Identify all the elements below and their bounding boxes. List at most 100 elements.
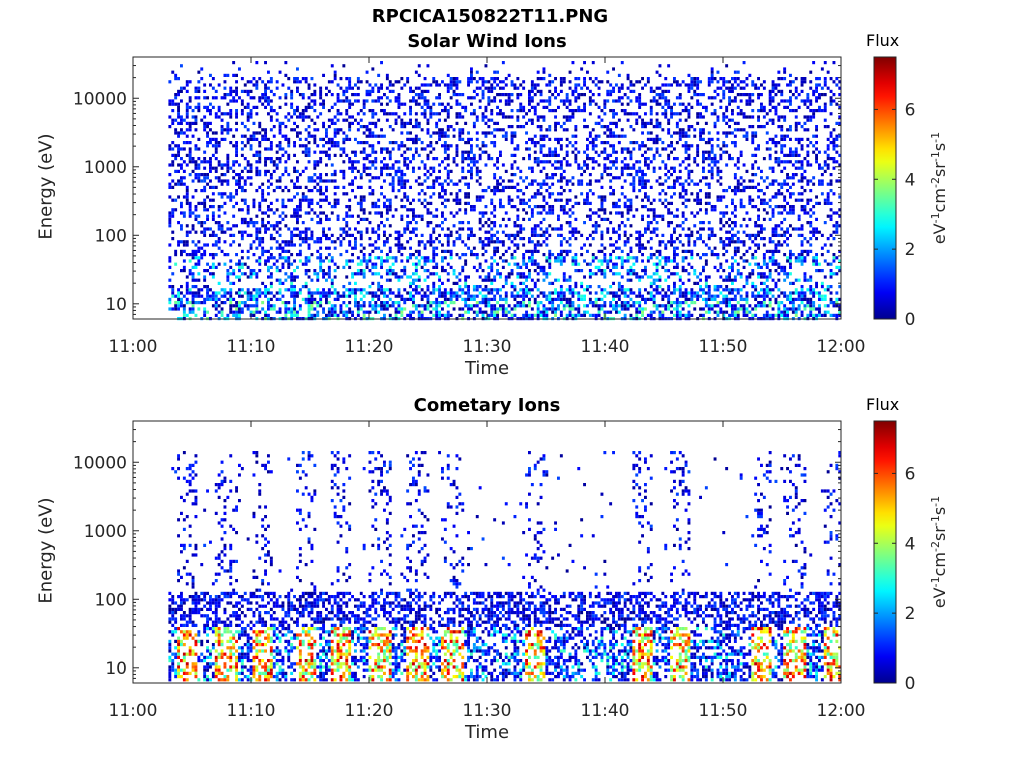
heatmap-cell bbox=[490, 233, 494, 237]
heatmap-cell bbox=[417, 214, 421, 218]
heatmap-cell bbox=[359, 249, 363, 253]
heatmap-cell bbox=[185, 189, 189, 193]
heatmap-cell bbox=[638, 233, 642, 237]
heatmap-cell bbox=[475, 256, 479, 260]
heatmap-cell bbox=[586, 147, 589, 151]
heatmap-cell bbox=[542, 208, 546, 212]
heatmap-cell bbox=[504, 185, 508, 189]
heatmap-cell bbox=[530, 86, 534, 90]
heatmap-cell bbox=[484, 294, 488, 298]
heatmap-cell bbox=[641, 169, 644, 173]
heatmap-cell bbox=[435, 272, 439, 276]
heatmap-cell bbox=[272, 189, 276, 193]
heatmap-cell bbox=[362, 246, 366, 250]
heatmap-cell bbox=[487, 86, 491, 90]
heatmap-cell bbox=[429, 150, 433, 154]
heatmap-cell bbox=[664, 166, 668, 170]
heatmap-cell bbox=[403, 192, 407, 196]
heatmap-cell bbox=[278, 121, 282, 125]
heatmap-cell bbox=[269, 144, 273, 148]
heatmap-cell bbox=[278, 233, 282, 237]
heatmap-cell bbox=[623, 304, 627, 308]
heatmap-cell bbox=[258, 262, 262, 266]
heatmap-cell bbox=[336, 83, 340, 87]
heatmap-cell bbox=[493, 294, 497, 298]
heatmap-cell bbox=[339, 128, 343, 132]
heatmap-cell bbox=[368, 310, 372, 314]
heatmap-cell bbox=[171, 163, 175, 167]
heatmap-cell bbox=[484, 278, 488, 282]
heatmap-cell bbox=[310, 179, 314, 183]
heatmap-cell bbox=[475, 179, 479, 183]
heatmap-cell bbox=[188, 211, 192, 215]
heatmap-cell bbox=[307, 310, 311, 314]
heatmap-cell bbox=[229, 166, 233, 170]
heatmap-cell bbox=[470, 96, 473, 100]
heatmap-cell bbox=[206, 285, 209, 289]
heatmap-cell bbox=[516, 115, 520, 119]
heatmap-cell bbox=[307, 86, 311, 90]
heatmap-cell bbox=[438, 83, 441, 87]
heatmap-cell bbox=[441, 80, 444, 84]
heatmap-cell bbox=[559, 137, 563, 141]
heatmap-cell bbox=[255, 169, 259, 173]
heatmap-cell bbox=[359, 205, 363, 209]
heatmap-cell bbox=[383, 259, 386, 263]
heatmap-cell bbox=[174, 307, 178, 311]
heatmap-cell bbox=[342, 313, 346, 317]
heatmap-cell bbox=[313, 179, 317, 183]
heatmap-cell bbox=[429, 240, 433, 244]
heatmap-cell bbox=[406, 198, 410, 202]
heatmap-cell bbox=[188, 201, 192, 205]
heatmap-cell bbox=[365, 291, 369, 295]
heatmap-cell bbox=[171, 214, 175, 218]
heatmap-cell bbox=[211, 291, 215, 295]
heatmap-cell bbox=[383, 179, 386, 183]
heatmap-cell bbox=[530, 169, 534, 173]
heatmap-cell bbox=[209, 73, 212, 77]
heatmap-cell bbox=[316, 256, 320, 260]
heatmap-cell bbox=[487, 131, 491, 135]
heatmap-cell bbox=[377, 224, 381, 228]
heatmap-cell bbox=[229, 259, 233, 263]
heatmap-cell bbox=[322, 73, 325, 77]
heatmap-cell bbox=[620, 134, 624, 138]
heatmap-cell bbox=[545, 259, 549, 263]
heatmap-cell bbox=[443, 297, 447, 301]
heatmap-cell bbox=[330, 205, 334, 209]
heatmap-cell bbox=[174, 128, 178, 132]
heatmap-cell bbox=[490, 237, 494, 241]
heatmap-cell bbox=[191, 275, 195, 279]
heatmap-cell bbox=[394, 121, 398, 125]
heatmap-cell bbox=[293, 233, 296, 237]
heatmap-cell bbox=[235, 253, 238, 257]
heatmap-cell bbox=[258, 291, 262, 295]
heatmap-cell bbox=[264, 259, 267, 263]
heatmap-cell bbox=[443, 147, 447, 151]
heatmap-cell bbox=[414, 86, 418, 90]
heatmap-cell bbox=[571, 304, 575, 308]
heatmap-cell bbox=[661, 256, 665, 260]
heatmap-cell bbox=[264, 147, 267, 151]
heatmap-cell bbox=[449, 294, 453, 298]
heatmap-cell bbox=[528, 269, 531, 273]
heatmap-cell bbox=[641, 275, 644, 279]
heatmap-cell bbox=[487, 272, 491, 276]
heatmap-cell bbox=[545, 182, 549, 186]
heatmap-cell bbox=[220, 112, 224, 116]
heatmap-cell bbox=[499, 80, 502, 84]
heatmap-cell bbox=[290, 102, 294, 106]
heatmap-cell bbox=[232, 176, 236, 180]
heatmap-cell bbox=[542, 160, 546, 164]
heatmap-cell bbox=[307, 237, 311, 241]
heatmap-cell bbox=[278, 269, 282, 273]
heatmap-cell bbox=[455, 93, 459, 97]
heatmap-cell bbox=[281, 147, 285, 151]
heatmap-cell bbox=[568, 141, 572, 145]
heatmap-cell bbox=[313, 301, 317, 305]
heatmap-cell bbox=[307, 297, 311, 301]
heatmap-cell bbox=[359, 237, 363, 241]
heatmap-cell bbox=[490, 198, 494, 202]
heatmap-cell bbox=[493, 77, 497, 81]
heatmap-cell bbox=[536, 102, 540, 106]
